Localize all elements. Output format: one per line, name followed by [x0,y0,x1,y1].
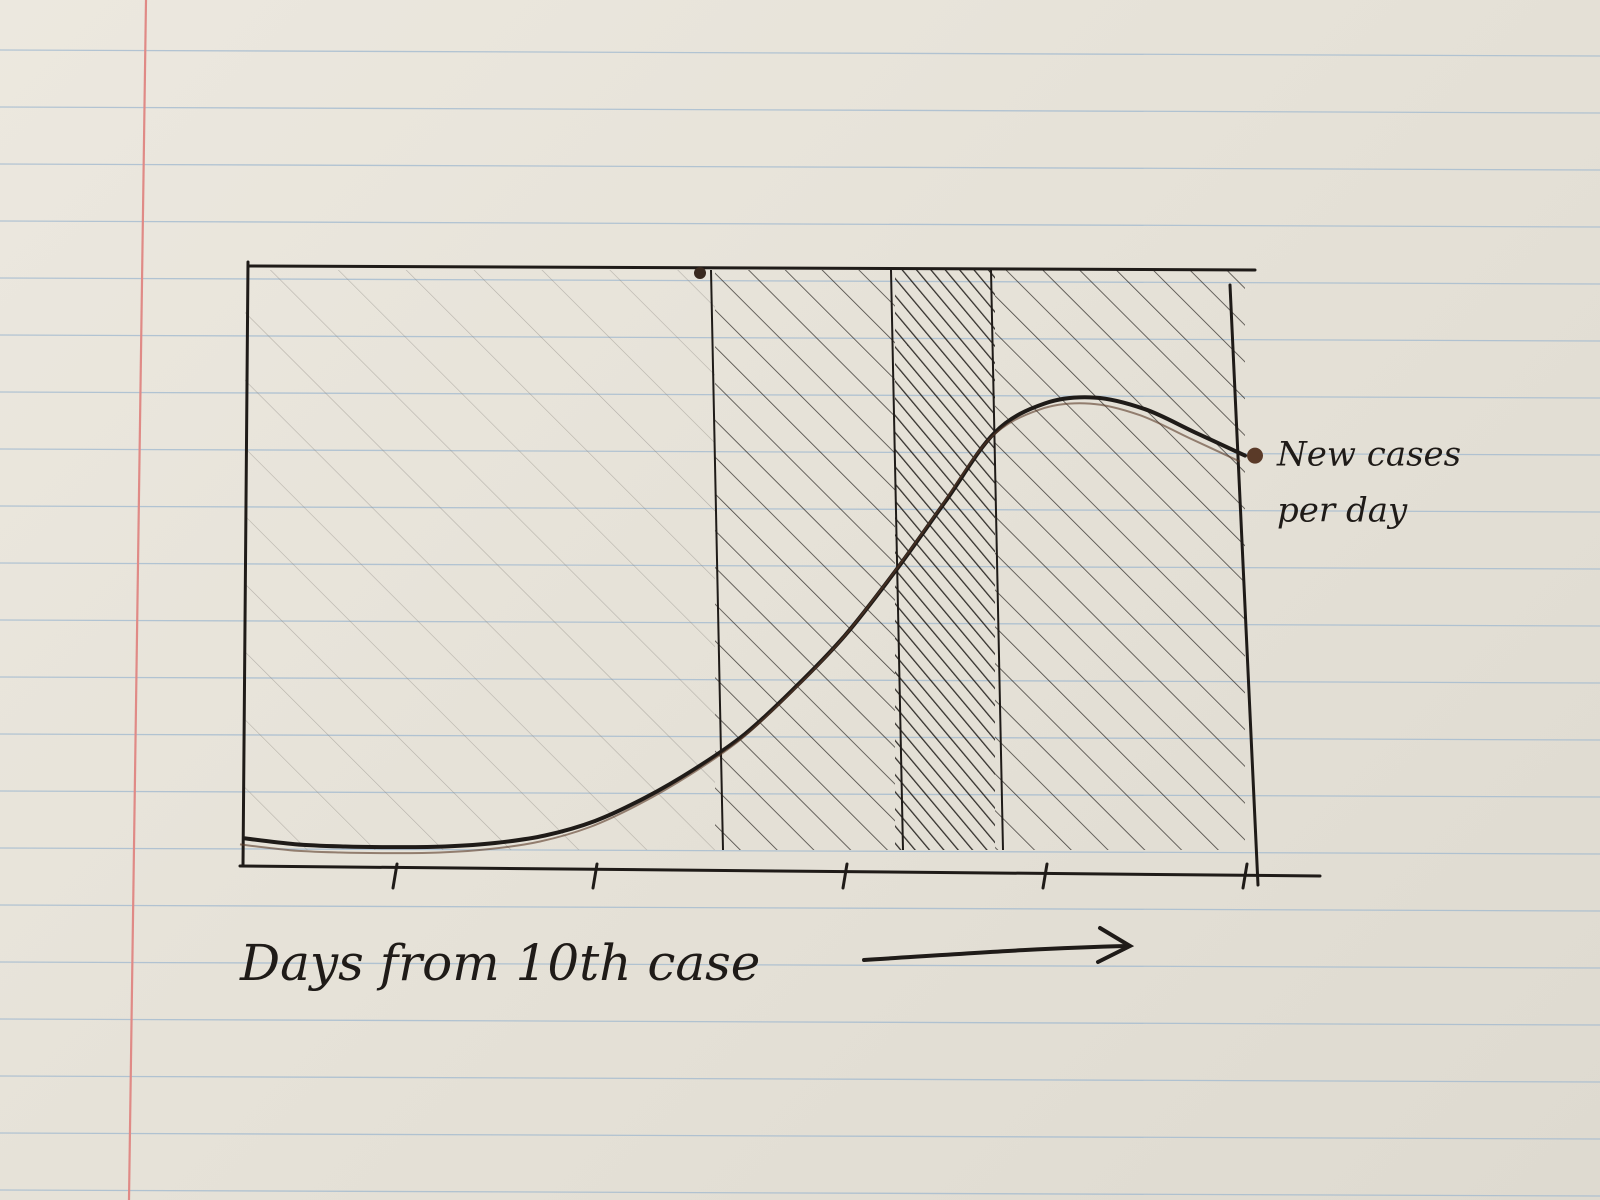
ruled-line [0,1018,1600,1026]
top-border [246,264,1257,272]
region-divider [990,269,1004,851]
region-divider [890,269,904,851]
ruled-line [0,1075,1600,1083]
right-border [1228,283,1260,887]
shaded-region-1 [245,270,715,850]
ruled-line [0,904,1600,912]
ruled-line [0,1189,1600,1197]
plot-frame [238,260,1322,887]
y-axis [241,260,250,868]
shaded-region-2 [715,270,895,850]
ruled-line [0,106,1600,114]
x-axis-label: Days from 10th case [239,934,760,992]
margin-line [127,0,148,1200]
x-tick [1241,862,1249,890]
series-end-marker [1247,447,1263,464]
ruled-line [0,49,1600,57]
top-marker [694,267,706,279]
ruled-line [0,961,1600,969]
ruled-line [0,163,1600,171]
ruled-line [0,220,1600,228]
ruled-line [0,1132,1600,1140]
series-label-line: New cases [1276,435,1461,475]
shaded-region-4 [995,270,1245,850]
x-axis [238,864,1322,878]
series-label: New cases per day [1276,435,1461,531]
x-tick [841,862,849,890]
x-tick [591,862,599,890]
shaded-region-3 [895,270,995,850]
series-label-line: per day [1277,491,1408,531]
shaded-regions [245,269,1245,851]
x-tick [1041,862,1049,890]
arrow-icon [862,926,1135,964]
x-ticks [391,862,1249,890]
series-line-echo [239,402,1241,855]
x-tick [391,862,399,890]
